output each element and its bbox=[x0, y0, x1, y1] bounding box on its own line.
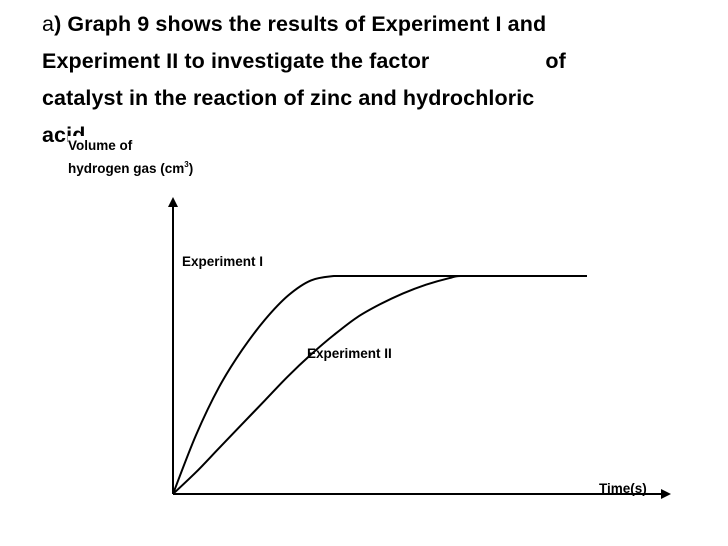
series-label-experiment-2: Experiment II bbox=[307, 346, 392, 361]
question-prefix: a bbox=[42, 12, 55, 36]
question-line-3: catalyst in the reaction of zinc and hyd… bbox=[42, 86, 535, 110]
y-axis-label-superscript: 3 bbox=[184, 160, 189, 169]
y-axis-label-end: ) bbox=[188, 161, 194, 176]
y-axis-label-line-1: Volume of bbox=[68, 138, 133, 153]
y-axis-label: Volume of hydrogen gas (cm3) bbox=[68, 136, 198, 178]
question-line-1: ) Graph 9 shows the results of Experimen… bbox=[54, 12, 547, 36]
x-axis-label: Time(s) bbox=[599, 481, 647, 496]
question-line-2b: of bbox=[545, 49, 566, 73]
series-label-experiment-1: Experiment I bbox=[182, 254, 263, 269]
series-line-experiment-1 bbox=[172, 274, 587, 495]
series-line-experiment-2 bbox=[172, 274, 587, 495]
series-layer bbox=[172, 274, 587, 495]
question-line-2a: Experiment II to investigate the factor bbox=[42, 49, 430, 73]
y-axis-label-line-2: hydrogen gas (cm bbox=[68, 161, 185, 176]
